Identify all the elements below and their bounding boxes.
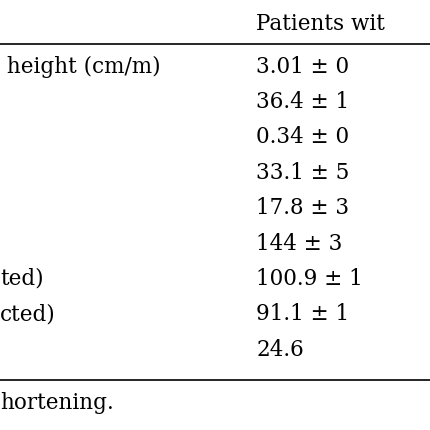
- Text: cted): cted): [0, 302, 55, 325]
- Text: Patients wit: Patients wit: [256, 12, 384, 35]
- Text: 33.1 ± 5: 33.1 ± 5: [256, 161, 349, 184]
- Text: 100.9 ± 1: 100.9 ± 1: [256, 267, 362, 289]
- Text: hortening.: hortening.: [0, 391, 114, 413]
- Text: 144 ± 3: 144 ± 3: [256, 232, 342, 254]
- Text: 36.4 ± 1: 36.4 ± 1: [256, 91, 349, 113]
- Text: height (cm/m): height (cm/m): [0, 55, 160, 78]
- Text: 24.6: 24.6: [256, 338, 304, 360]
- Text: 91.1 ± 1: 91.1 ± 1: [256, 302, 349, 325]
- Text: ted): ted): [0, 267, 43, 289]
- Text: 3.01 ± 0: 3.01 ± 0: [256, 55, 349, 78]
- Text: 17.8 ± 3: 17.8 ± 3: [256, 197, 349, 219]
- Text: 0.34 ± 0: 0.34 ± 0: [256, 126, 349, 148]
